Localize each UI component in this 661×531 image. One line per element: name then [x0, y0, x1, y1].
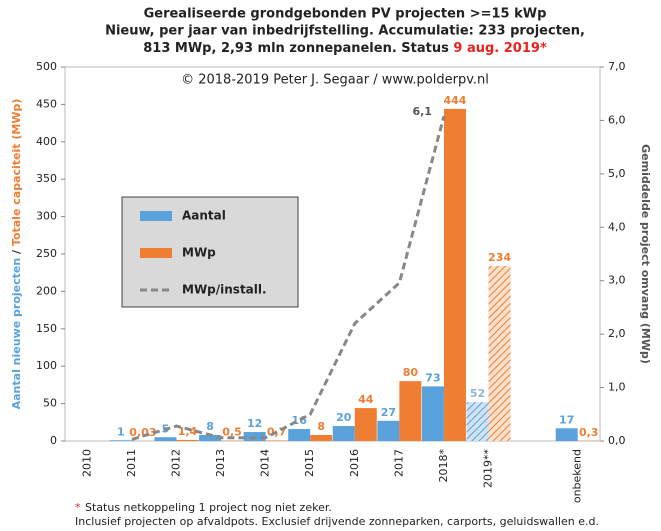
value-label: 27	[381, 406, 396, 419]
y2-tick-label: 4,0	[608, 220, 626, 233]
x-tick-label: 2017	[392, 449, 405, 477]
bar	[176, 439, 199, 441]
y-tick-label: 450	[36, 97, 57, 110]
y-tick-label: 200	[36, 284, 57, 297]
y-tick-label: 0	[50, 434, 57, 447]
y2-tick-label: 1,0	[608, 381, 626, 394]
x-tick-label: 2010	[80, 449, 93, 477]
y-tick-label: 500	[36, 60, 57, 73]
x-tick-label: 2014	[259, 449, 272, 477]
y-label-part: /	[10, 249, 23, 254]
legend-label: MWp	[182, 246, 216, 260]
bar	[154, 437, 177, 441]
value-label: 0,03	[129, 426, 156, 439]
footnote: Status netkoppeling 1 project nog niet z…	[85, 501, 332, 514]
y-tick-label: 300	[36, 210, 57, 223]
bar	[488, 265, 511, 441]
y-tick-label: 50	[43, 397, 57, 410]
x-tick-label: onbekend	[571, 449, 584, 503]
value-label: 444	[443, 94, 466, 107]
bar	[288, 429, 311, 441]
value-label: 73	[425, 371, 440, 384]
value-label: 12	[247, 417, 262, 430]
x-tick-label: 2013	[214, 449, 227, 477]
title-line: Nieuw, per jaar van inbedrijfstelling. A…	[105, 24, 585, 39]
y-axis-label: Aantal nieuwe projecten / Totale capacit…	[10, 99, 23, 410]
value-label: 44	[358, 393, 374, 406]
bar	[332, 426, 355, 441]
bar	[109, 440, 132, 441]
value-label: 52	[470, 387, 485, 400]
y2-tick-label: 5,0	[608, 167, 626, 180]
value-label: 6,1	[412, 105, 432, 118]
x-tick-label: 2019**	[482, 449, 495, 488]
legend-label: MWp/install.	[182, 283, 267, 297]
value-label: 1,4	[178, 425, 198, 438]
status: 9 aug. 2019*	[453, 41, 547, 56]
bar	[310, 435, 333, 441]
bar	[443, 108, 466, 441]
y2-tick-label: 6,0	[608, 113, 626, 126]
y-tick-label: 400	[36, 135, 57, 148]
y2-axis-label: Gemiddelde project omvang (MWp)	[639, 144, 652, 364]
value-label: 234	[488, 251, 511, 264]
legend-swatch	[140, 248, 172, 258]
y2-tick-label: 3,0	[608, 274, 626, 287]
value-label: 8	[206, 420, 214, 433]
x-tick-label: 2016	[348, 449, 361, 477]
y-label-part: Totale capaciteit (MWp)	[10, 99, 23, 246]
bar	[399, 381, 422, 441]
bar	[354, 408, 377, 441]
title-line: 813 MWp, 2,93 mln zonnepanelen. Status	[143, 41, 449, 56]
bar	[199, 435, 222, 441]
legend-swatch	[140, 211, 172, 221]
y-tick-label: 150	[36, 322, 57, 335]
title-line: Gerealiseerde grondgebonden PV projecten…	[144, 7, 547, 22]
legend-label: Aantal	[182, 209, 226, 223]
x-tick-label: 2018*	[437, 449, 450, 483]
footnote: Inclusief projecten op afvaldpots. Exclu…	[75, 515, 599, 528]
copyright: © 2018-2019 Peter J. Segaar / www.polder…	[181, 73, 489, 88]
value-label: 8	[317, 420, 325, 433]
value-label: 0,5	[222, 426, 242, 439]
y2-tick-label: 7,0	[608, 60, 626, 73]
footnote-mark: *	[75, 501, 81, 514]
title-line: 813 MWp, 2,93 mln zonnepanelen. Status 9…	[143, 41, 547, 56]
value-label: 20	[336, 411, 352, 424]
bar	[265, 440, 288, 441]
bar	[377, 420, 400, 441]
x-tick-label: 2012	[169, 449, 182, 477]
value-label: 80	[403, 366, 419, 379]
value-label: 17	[559, 413, 574, 426]
y2-tick-label: 2,0	[608, 327, 626, 340]
value-label: 1	[117, 425, 125, 438]
y-tick-label: 250	[36, 247, 57, 260]
y-tick-label: 100	[36, 359, 57, 372]
x-tick-label: 2015	[303, 449, 316, 477]
y2-tick-label: 0,0	[608, 434, 626, 447]
bar	[555, 428, 578, 441]
value-label: 0,3	[579, 426, 599, 439]
bar	[466, 402, 489, 441]
x-tick-label: 2011	[125, 449, 138, 477]
bar	[421, 386, 444, 441]
y-label-part: Aantal nieuwe projecten	[10, 258, 23, 410]
y-tick-label: 350	[36, 172, 57, 185]
